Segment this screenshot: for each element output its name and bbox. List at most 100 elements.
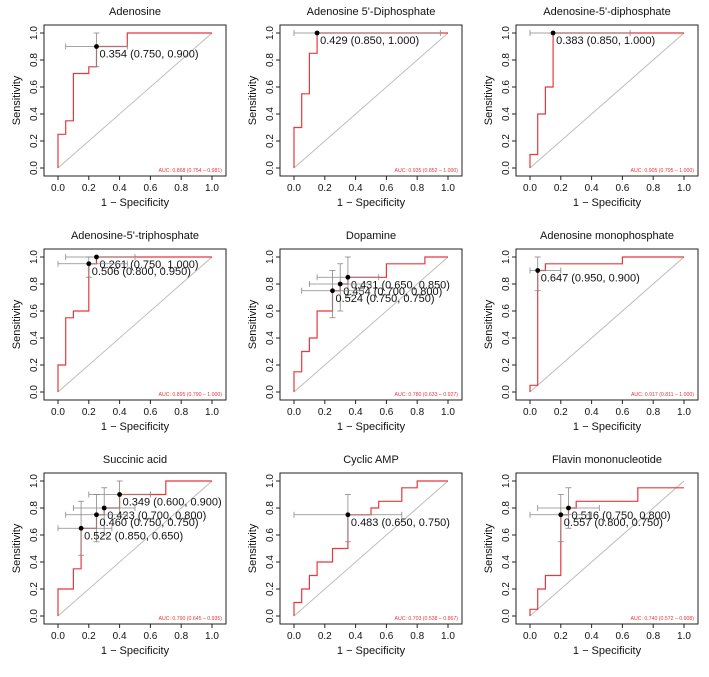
x-tick-label: 0.8 <box>174 183 188 194</box>
y-tick-label: 0.0 <box>265 385 276 399</box>
y-tick-label: 0.8 <box>501 501 512 515</box>
chance-diagonal <box>57 32 213 169</box>
y-tick-label: 0.8 <box>265 277 276 291</box>
x-tick-label: 0.2 <box>82 183 96 194</box>
roc-panel: Adenosine monophosphate 0.0 0.2 0.4 0.6 0.8 1.… <box>472 224 708 448</box>
y-axis-label: Sensitivity <box>483 299 495 349</box>
y-tick-label: 1.0 <box>501 26 512 40</box>
x-tick-label: 0.8 <box>410 407 424 418</box>
y-tick-label: 0.4 <box>501 107 512 121</box>
y-tick-label: 1.0 <box>29 26 40 40</box>
x-tick-label: 0.0 <box>51 407 65 418</box>
threshold-point <box>101 505 107 511</box>
y-axis-label: Sensitivity <box>483 523 495 573</box>
x-tick-label: 0.8 <box>646 631 660 642</box>
plot-frame <box>279 472 463 625</box>
auc-annotation: AUC: 0.740 (0.572 – 0.908) <box>631 616 695 622</box>
y-tick-label: 0.8 <box>29 501 40 515</box>
x-tick-label: 0.2 <box>554 407 568 418</box>
y-tick-label: 0.0 <box>29 385 40 399</box>
x-tick-label: 0.2 <box>318 183 332 194</box>
y-tick-label: 0.4 <box>265 331 276 345</box>
auc-annotation: AUC: 0.790 (0.645 – 0.935) <box>159 616 223 622</box>
threshold-point <box>94 254 99 260</box>
y-tick-label: 0.0 <box>501 385 512 399</box>
y-tick-label: 0.2 <box>265 134 276 148</box>
x-tick-label: 0.0 <box>523 183 537 194</box>
x-axis-label: 1 − Specificity <box>101 645 170 657</box>
y-tick-label: 0.2 <box>29 358 40 372</box>
roc-chart: Adenosine 0.0 0.2 0.4 0.6 0.8 1.0 0.0 0.2 0.4 0.6 0… <box>11 6 227 209</box>
chart-title: Adenosine monophosphate <box>540 230 674 242</box>
plot-frame <box>43 24 227 177</box>
roc-chart: Adenosine monophosphate 0.0 0.2 0.4 0.6 0.8 1.… <box>483 230 699 433</box>
plot-frame <box>43 472 227 625</box>
auc-annotation: AUC: 0.895 (0.790 – 1.000) <box>159 392 223 398</box>
y-axis-label: Sensitivity <box>11 299 23 349</box>
x-tick-label: 0.6 <box>143 183 157 194</box>
x-tick-label: 1.0 <box>441 407 455 418</box>
threshold-point <box>86 261 92 267</box>
y-tick-label: 0.0 <box>265 609 276 623</box>
x-axis-label: 1 − Specificity <box>573 197 642 209</box>
x-tick-label: 0.6 <box>143 407 157 418</box>
x-tick-label: 0.0 <box>523 631 537 642</box>
plot-frame <box>279 248 463 401</box>
y-tick-label: 0.4 <box>501 331 512 345</box>
x-tick-label: 1.0 <box>677 631 691 642</box>
threshold-label: 0.524 (0.750, 0.750) <box>336 293 435 305</box>
chart-title: Succinic acid <box>103 454 167 466</box>
y-tick-label: 1.0 <box>501 250 512 264</box>
y-axis-label: Sensitivity <box>247 75 259 125</box>
y-tick-label: 1.0 <box>29 474 40 488</box>
x-tick-label: 0.8 <box>410 183 424 194</box>
threshold-point <box>345 512 351 518</box>
y-tick-label: 1.0 <box>265 26 276 40</box>
y-tick-label: 0.4 <box>265 555 276 569</box>
threshold-label: 0.522 (0.850, 0.650) <box>84 530 183 542</box>
y-tick-label: 0.6 <box>29 304 40 318</box>
x-tick-label: 0.4 <box>349 631 363 642</box>
y-tick-label: 0.6 <box>29 528 40 542</box>
x-tick-label: 0.0 <box>287 631 301 642</box>
roc-chart: Dopamine 0.0 0.2 0.4 0.6 0.8 1.0 0.0 0.2 0.4 0.6 0.… <box>247 230 463 433</box>
x-axis-label: 1 − Specificity <box>337 421 406 433</box>
x-tick-label: 0.8 <box>646 407 660 418</box>
y-tick-label: 0.8 <box>265 501 276 515</box>
x-tick-label: 0.0 <box>287 407 301 418</box>
chart-title: Flavin mononucleotide <box>552 454 662 466</box>
auc-annotation: AUC: 0.780 (0.633 – 0.927) <box>395 392 459 398</box>
y-tick-label: 0.6 <box>501 528 512 542</box>
threshold-label: 0.261 (0.750, 1.000) <box>100 259 199 271</box>
x-tick-label: 0.2 <box>318 407 332 418</box>
y-tick-label: 0.6 <box>265 528 276 542</box>
y-tick-label: 0.6 <box>265 304 276 318</box>
roc-panel: Cyclic AMP 0.0 0.2 0.4 0.6 0.8 1.0 0.0 0.2 0.4 0.6… <box>236 448 472 672</box>
y-tick-label: 0.8 <box>265 53 276 67</box>
x-tick-label: 0.6 <box>379 407 393 418</box>
y-axis-label: Sensitivity <box>247 523 259 573</box>
roc-curve <box>293 480 448 616</box>
roc-curve <box>529 32 684 168</box>
roc-panel: Adenosine 0.0 0.2 0.4 0.6 0.8 1.0 0.0 0.2 0.4 0.6 0… <box>0 0 236 224</box>
x-tick-label: 0.8 <box>646 183 660 194</box>
x-tick-label: 0.6 <box>615 407 629 418</box>
threshold-label: 0.383 (0.850, 1.000) <box>556 35 655 47</box>
threshold-label: 0.506 (0.800, 0.950) <box>92 266 191 278</box>
threshold-label: 0.483 (0.650, 0.750) <box>351 517 450 529</box>
x-axis-label: 1 − Specificity <box>573 645 642 657</box>
plot-frame <box>279 24 463 177</box>
y-tick-label: 0.2 <box>265 582 276 596</box>
threshold-point <box>337 281 343 287</box>
x-tick-label: 1.0 <box>441 631 455 642</box>
y-axis-label: Sensitivity <box>11 75 23 125</box>
y-tick-label: 0.2 <box>265 358 276 372</box>
chart-title: Adenosine-5'-diphosphate <box>543 6 670 18</box>
auc-annotation: AUC: 0.868 (0.754 – 0.981) <box>159 168 223 174</box>
roc-chart: Adenosine 5'-Diphosphate 0.0 0.2 0.4 0.6 0.8 1… <box>247 6 463 209</box>
y-tick-label: 1.0 <box>265 474 276 488</box>
y-tick-label: 1.0 <box>265 250 276 264</box>
y-tick-label: 0.2 <box>29 582 40 596</box>
y-tick-label: 0.6 <box>501 80 512 94</box>
